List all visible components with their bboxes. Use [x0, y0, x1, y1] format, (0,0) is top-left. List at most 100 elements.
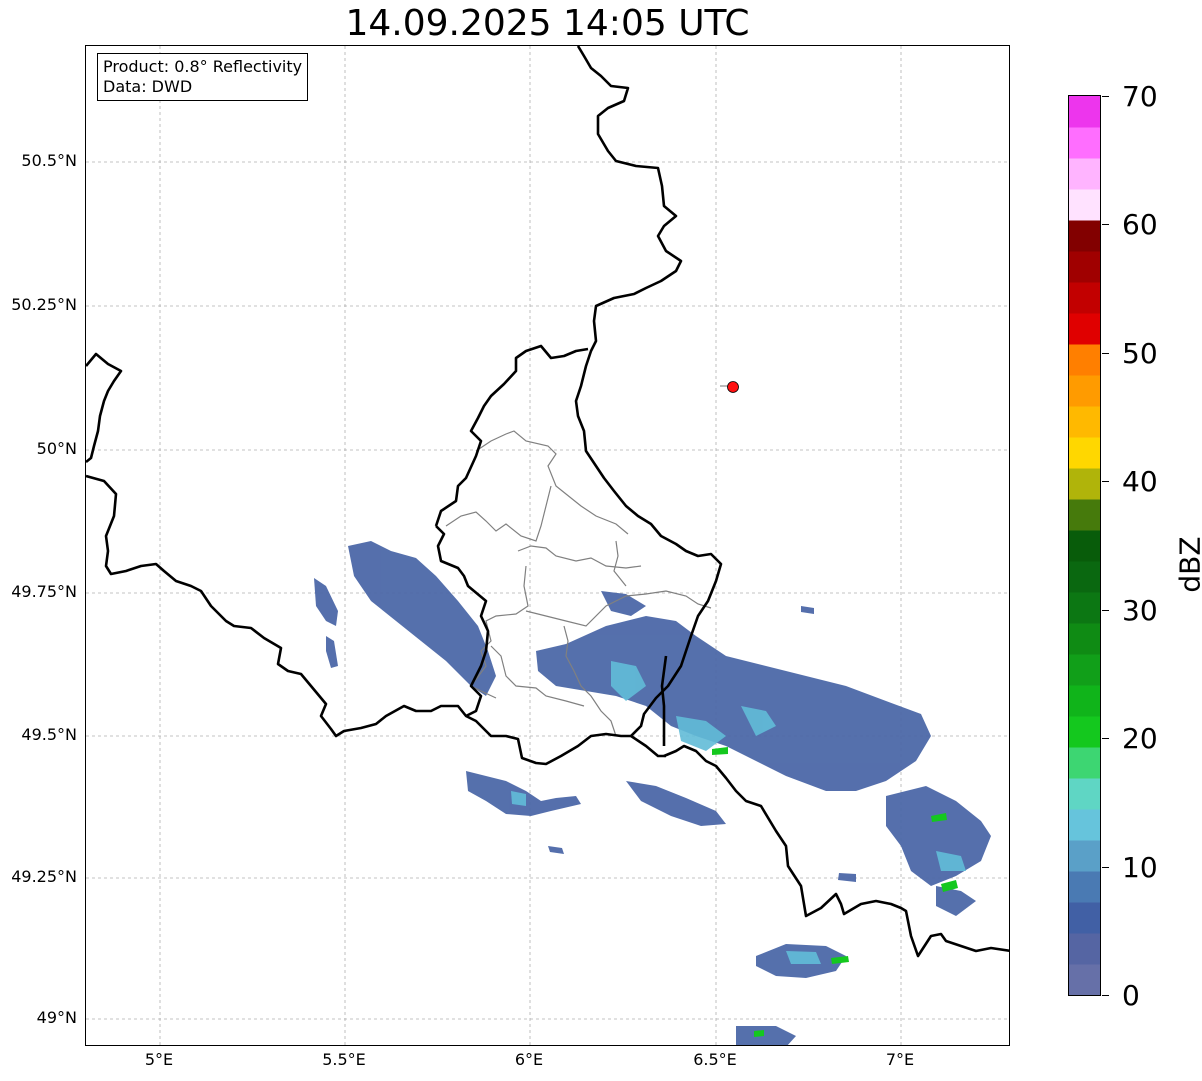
colorbar-tick-70 [1102, 96, 1109, 97]
colorbar-tick-30 [1102, 610, 1109, 611]
product-label: Product: 0.8° Reflectivity [103, 57, 303, 76]
colorbar-swatch [1069, 189, 1100, 221]
colorbar-label-0: 0 [1122, 979, 1140, 1012]
colorbar-swatch [1069, 871, 1100, 903]
colorbar-swatch [1069, 530, 1100, 562]
colorbar-tick-50 [1102, 353, 1109, 354]
echo-strong-5 [754, 1030, 764, 1037]
echo-cell-west [348, 541, 496, 696]
colorbar-swatch [1069, 623, 1100, 655]
data-source-label: Data: DWD [103, 77, 193, 96]
colorbar-swatch [1069, 282, 1100, 314]
map-canvas [86, 46, 1009, 1045]
border-luxembourg-west [434, 344, 589, 527]
colorbar-swatch [1069, 251, 1100, 283]
echo-strong-4 [831, 956, 849, 964]
colorbar-tick-20 [1102, 738, 1109, 739]
echo-cell-west-dots [326, 636, 338, 668]
colorbar-swatch [1069, 375, 1100, 407]
radar-map[interactable] [85, 45, 1010, 1046]
colorbar-swatch [1069, 685, 1100, 717]
lon-label-6: 6°E [514, 1050, 544, 1069]
echo-cell-west-small [314, 578, 338, 626]
border-germany-france-east [663, 744, 1009, 958]
echo-cell-small-1 [548, 846, 564, 854]
colorbar-swatch [1069, 158, 1100, 190]
country-borders [86, 46, 1009, 958]
radar-echoes-strong [712, 747, 958, 1037]
colorbar-tick-60 [1102, 224, 1109, 225]
colorbar-swatch [1069, 716, 1100, 748]
lat-label-50.25: 50.25°N [11, 295, 77, 314]
colorbar-swatch [1069, 127, 1100, 159]
colorbar-swatch [1069, 437, 1100, 469]
echo-cell-small-3 [838, 873, 856, 882]
lon-label-5: 5°E [144, 1050, 174, 1069]
border-france-belgium [86, 474, 666, 766]
colorbar-swatch [1069, 313, 1100, 345]
border-belgium-west [86, 352, 123, 464]
lat-label-50.5: 50.5°N [21, 151, 77, 170]
echo-medium-6 [511, 791, 526, 806]
echo-cell-southeast [886, 786, 991, 886]
colorbar-swatch [1069, 778, 1100, 810]
colorbar-label-70: 70 [1122, 80, 1158, 113]
colorbar-swatch [1069, 840, 1100, 872]
colorbar-swatch [1069, 902, 1100, 934]
colorbar-tick-10 [1102, 867, 1109, 868]
colorbar-swatch [1069, 561, 1100, 593]
lat-label-49.75: 49.75°N [11, 582, 77, 601]
map-title: 14.09.2025 14:05 UTC [345, 3, 750, 44]
colorbar-tick-40 [1102, 481, 1109, 482]
lon-label-5.5: 5.5°E [322, 1050, 366, 1069]
border-luxembourg-south [435, 525, 490, 718]
echo-medium-5 [936, 851, 966, 871]
radar-site-marker [720, 381, 739, 393]
colorbar [1068, 95, 1101, 996]
colorbar-swatch [1069, 406, 1100, 438]
echo-medium-2 [676, 716, 726, 751]
state-border-3 [517, 545, 642, 569]
border-saarland-segment [660, 655, 668, 746]
colorbar-swatch [1069, 499, 1100, 531]
colorbar-label-50: 50 [1122, 337, 1158, 370]
lon-label-7: 7°E [885, 1050, 915, 1069]
colorbar-swatch [1069, 964, 1100, 995]
colorbar-swatches [1069, 96, 1100, 995]
lat-label-49.25: 49.25°N [11, 867, 77, 886]
echo-cell-small-2 [801, 606, 814, 614]
colorbar-swatch [1069, 747, 1100, 779]
lat-label-49: 49°N [36, 1008, 77, 1027]
radar-echoes [314, 541, 991, 1045]
echo-band-south [626, 781, 726, 826]
state-border-5 [525, 590, 712, 627]
echo-strong-2 [931, 813, 947, 822]
state-border-7 [613, 540, 627, 587]
state-border-2 [445, 485, 552, 542]
colorbar-swatch [1069, 654, 1100, 686]
echo-strong-1 [712, 747, 728, 755]
state-border-6 [563, 625, 617, 737]
lat-label-49.5: 49.5°N [21, 725, 77, 744]
echo-cell-bottom [736, 1026, 796, 1045]
colorbar-label-60: 60 [1122, 208, 1158, 241]
colorbar-label-30: 30 [1122, 594, 1158, 627]
echo-band-main [536, 616, 931, 791]
border-germany-belgium [574, 46, 723, 737]
lon-label-6.5: 6.5°E [693, 1050, 737, 1069]
colorbar-label-40: 40 [1122, 465, 1158, 498]
lat-label-50: 50°N [36, 439, 77, 458]
colorbar-swatch [1069, 933, 1100, 965]
colorbar-swatch [1069, 809, 1100, 841]
colorbar-label-10: 10 [1122, 851, 1158, 884]
colorbar-tick-0 [1102, 995, 1109, 996]
radar-echoes-medium [511, 661, 966, 964]
colorbar-swatch [1069, 220, 1100, 252]
info-box: Product: 0.8° Reflectivity Data: DWD [97, 53, 309, 101]
state-border-1 [475, 430, 629, 535]
colorbar-swatch [1069, 592, 1100, 624]
echo-medium-3 [741, 706, 776, 736]
state-border-8 [490, 645, 585, 707]
colorbar-swatch [1069, 96, 1100, 128]
gridlines [86, 46, 1009, 1045]
